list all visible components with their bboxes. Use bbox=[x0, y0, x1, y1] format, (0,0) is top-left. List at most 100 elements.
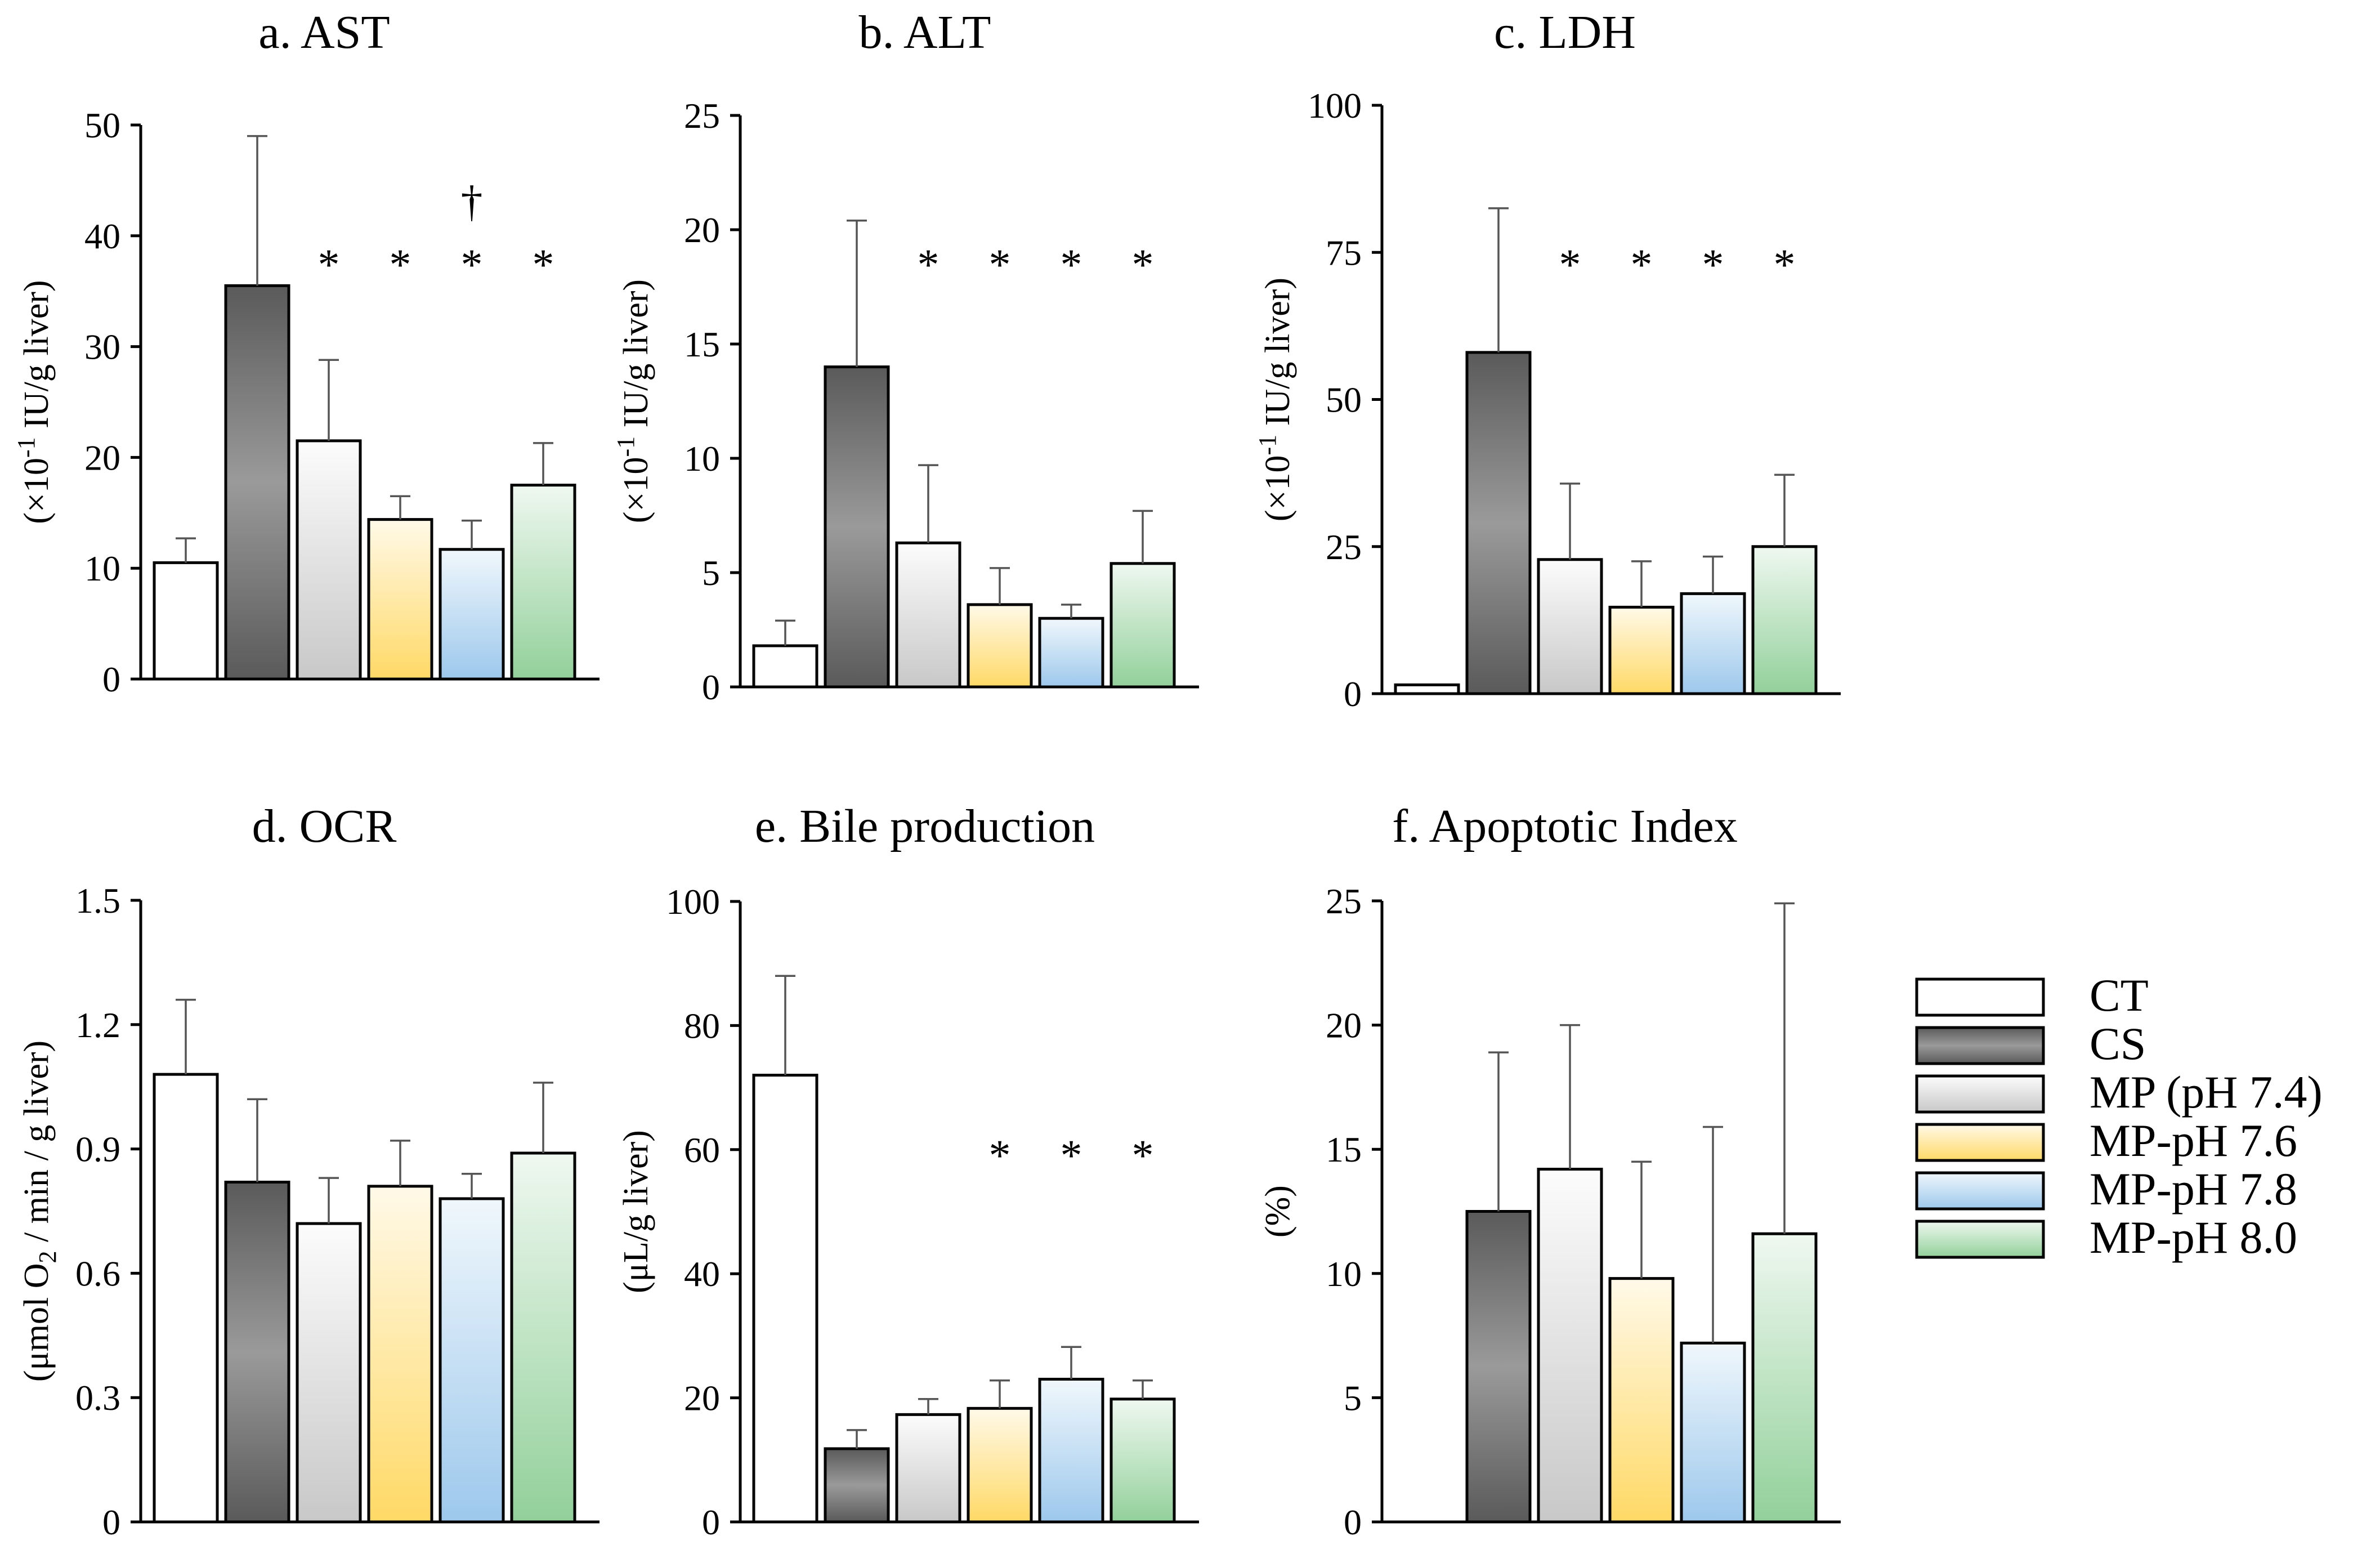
y-tick-label: 1.2 bbox=[75, 1005, 120, 1045]
y-tick-label: 1.5 bbox=[75, 881, 120, 921]
legend-label-MP74: MP (pH 7.4) bbox=[2090, 1066, 2323, 1118]
legend-swatch-MP80 bbox=[1915, 1220, 2045, 1259]
bar-MP76 bbox=[1608, 605, 1675, 695]
legend-swatch-MP76 bbox=[1915, 1123, 2045, 1162]
legend-swatch-CS bbox=[1915, 1026, 2045, 1065]
chart-title: a. AST bbox=[258, 6, 390, 59]
y-tick-label: 20 bbox=[684, 210, 720, 250]
bar-CS bbox=[824, 365, 890, 689]
bar-MP80 bbox=[1751, 545, 1818, 695]
y-tick-label: 5 bbox=[702, 553, 720, 593]
y-tick-label: 5 bbox=[1344, 1378, 1362, 1418]
bar-CS bbox=[1465, 1210, 1532, 1524]
y-tick-label: 40 bbox=[84, 216, 120, 256]
y-tick-label: 20 bbox=[684, 1378, 720, 1418]
bar-MP78 bbox=[439, 548, 505, 681]
bar-CT bbox=[1394, 683, 1460, 695]
bar-MP76 bbox=[967, 603, 1033, 689]
significance-mark: * bbox=[1559, 240, 1581, 289]
y-axis-label: (×10-1 IU/g liver) bbox=[612, 279, 655, 523]
y-tick-label: 0.3 bbox=[75, 1378, 120, 1418]
y-tick-label: 80 bbox=[684, 1006, 720, 1046]
bar-MP78 bbox=[1038, 617, 1104, 689]
y-tick-label: 50 bbox=[84, 105, 120, 145]
chart-ast: a. AST (×10-1 IU/g liver) 0 10 20 30 40 50 * * * † * bbox=[12, 6, 600, 699]
legend-label-MP78: MP-pH 7.8 bbox=[2090, 1163, 2297, 1214]
legend-swatch-MP74 bbox=[1915, 1074, 2045, 1114]
y-tick-label: 25 bbox=[1326, 527, 1362, 567]
significance-mark: * bbox=[1702, 240, 1724, 289]
y-tick-label: 100 bbox=[1308, 86, 1362, 126]
bar-CS bbox=[224, 1180, 290, 1524]
y-tick-label: 0 bbox=[102, 1502, 120, 1542]
bar-MP80 bbox=[1751, 1232, 1818, 1524]
bar-MP80 bbox=[1110, 562, 1176, 689]
significance-mark: * bbox=[989, 240, 1011, 289]
y-tick-label: 0 bbox=[702, 667, 720, 707]
bar-CT bbox=[752, 1074, 818, 1524]
chart-title: d. OCR bbox=[252, 800, 397, 852]
bar-MP74 bbox=[296, 439, 362, 681]
bar-MP76 bbox=[1608, 1277, 1675, 1524]
y-axis-label: (×10-1 IU/g liver) bbox=[12, 280, 56, 524]
significance-mark: * bbox=[918, 240, 940, 289]
bar-MP74 bbox=[296, 1222, 362, 1524]
bar-MP74 bbox=[895, 541, 961, 689]
bar-MP78 bbox=[1680, 592, 1746, 695]
chart-apoptotic: f. Apoptotic Index (%) 0 5 10 15 20 25 bbox=[1259, 800, 1841, 1542]
y-tick-label: 15 bbox=[1326, 1129, 1362, 1169]
y-tick-label: 10 bbox=[1326, 1254, 1362, 1294]
bar-MP78 bbox=[1038, 1378, 1104, 1524]
bar-CS bbox=[824, 1447, 890, 1524]
bar-MP80 bbox=[1110, 1397, 1176, 1524]
legend-label-MP80: MP-pH 8.0 bbox=[2090, 1212, 2297, 1263]
bar-MP76 bbox=[367, 1185, 433, 1524]
chart-title: b. ALT bbox=[859, 6, 991, 59]
bar-MP76 bbox=[967, 1406, 1033, 1524]
chart-alt: b. ALT (×10-1 IU/g liver) 0 5 10 15 20 25 * * * * bbox=[612, 6, 1199, 707]
y-tick-label: 20 bbox=[1326, 1006, 1362, 1046]
y-tick-label: 25 bbox=[684, 96, 720, 136]
y-tick-label: 0 bbox=[1344, 674, 1362, 714]
y-tick-label: 100 bbox=[666, 882, 720, 922]
significance-mark: * bbox=[989, 1131, 1011, 1180]
y-tick-label: 50 bbox=[1326, 380, 1362, 420]
chart-title: f. Apoptotic Index bbox=[1392, 800, 1738, 852]
significance-mark: * bbox=[390, 240, 411, 289]
chart-title: e. Bile production bbox=[755, 800, 1095, 852]
y-tick-label: 25 bbox=[1326, 881, 1362, 921]
y-axis-label: (×10-1 IU/g liver) bbox=[1254, 278, 1297, 521]
y-tick-label: 30 bbox=[84, 327, 120, 367]
y-tick-label: 40 bbox=[684, 1254, 720, 1294]
bar-CS bbox=[1465, 351, 1532, 695]
chart-ldh: c. LDH (×10-1 IU/g liver) 0 25 50 75 100 * * * * bbox=[1254, 6, 1841, 714]
significance-mark: * bbox=[461, 240, 483, 289]
significance-mark: * bbox=[533, 240, 554, 289]
y-axis-label: (%) bbox=[1259, 1185, 1297, 1238]
bar-MP78 bbox=[439, 1197, 505, 1524]
bar-MP80 bbox=[510, 484, 576, 681]
bar-MP78 bbox=[1680, 1341, 1746, 1524]
significance-mark: * bbox=[1061, 240, 1082, 289]
bar-MP80 bbox=[510, 1151, 576, 1524]
y-tick-label: 10 bbox=[84, 548, 120, 588]
chart-bile: e. Bile production (μL/g liver) 0 20 40 60 80 1… bbox=[617, 800, 1199, 1542]
bar-CT bbox=[752, 644, 818, 689]
legend-swatch-CT bbox=[1915, 977, 2045, 1017]
bar-MP74 bbox=[1537, 558, 1603, 695]
y-tick-label: 0 bbox=[102, 659, 120, 699]
y-axis-label: (μmol O2 / min / g liver) bbox=[17, 1041, 61, 1382]
significance-mark: * bbox=[318, 240, 340, 289]
bar-MP76 bbox=[367, 518, 433, 681]
bar-MP74 bbox=[1537, 1167, 1603, 1524]
y-axis-label: (μL/g liver) bbox=[617, 1130, 655, 1293]
bar-CT bbox=[153, 1073, 219, 1524]
bar-CS bbox=[224, 284, 290, 681]
legend-label-MP76: MP-pH 7.6 bbox=[2090, 1115, 2297, 1166]
y-tick-label: 60 bbox=[684, 1130, 720, 1170]
y-tick-label: 0 bbox=[1344, 1502, 1362, 1542]
significance-mark: * bbox=[1132, 240, 1154, 289]
significance-mark: * bbox=[1631, 240, 1653, 289]
